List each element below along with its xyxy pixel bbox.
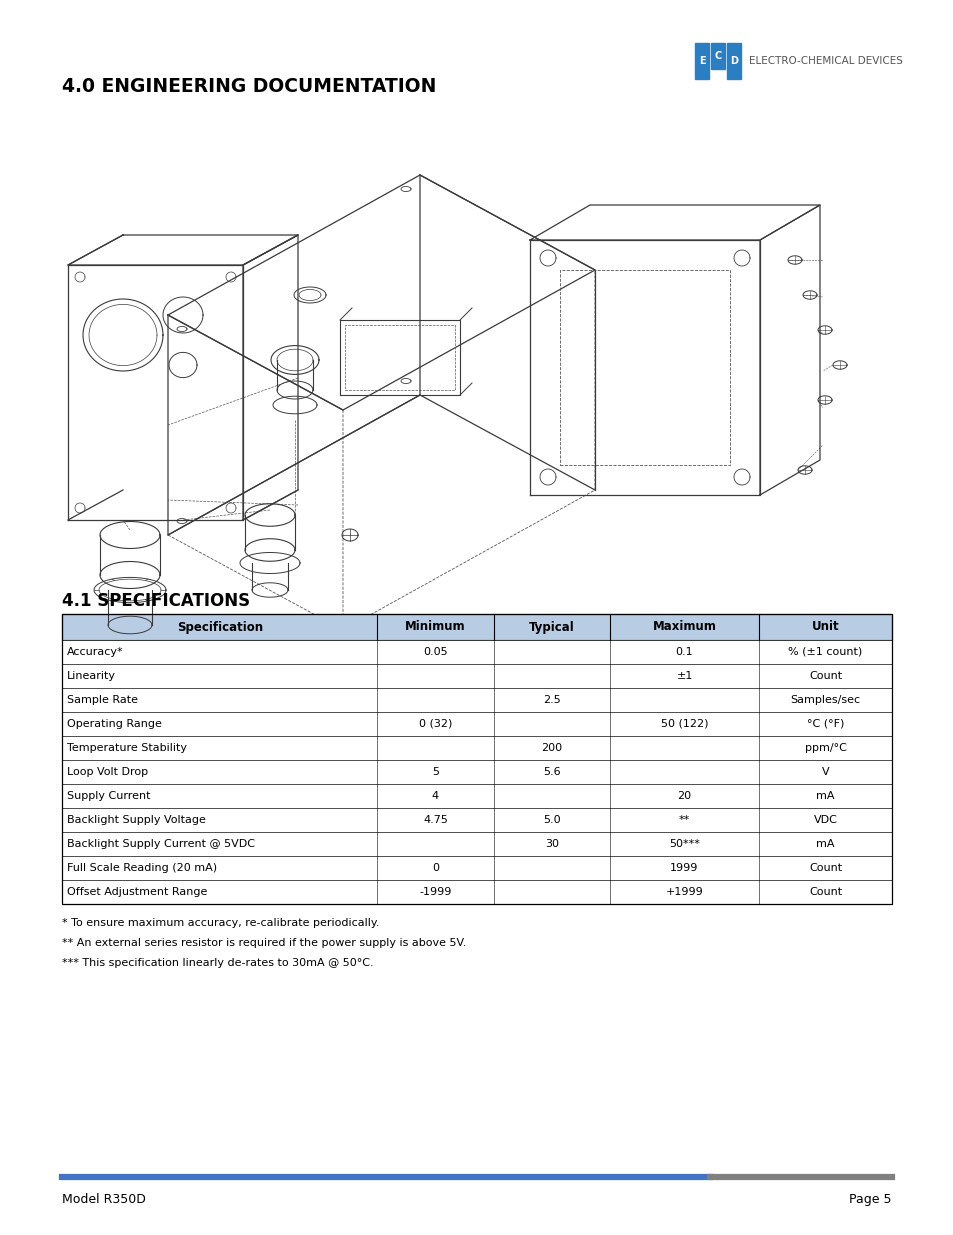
- Text: 0.1: 0.1: [675, 647, 693, 657]
- Bar: [62, 713, 891, 736]
- Bar: [695, 43, 708, 79]
- Text: Specification: Specification: [176, 620, 262, 634]
- Bar: [62, 736, 891, 760]
- Bar: [62, 760, 891, 784]
- Text: *** This specification linearly de-rates to 30mA @ 50°C.: *** This specification linearly de-rates…: [62, 958, 374, 968]
- Text: Full Scale Reading (20 mA): Full Scale Reading (20 mA): [67, 863, 217, 873]
- Text: **: **: [679, 815, 689, 825]
- Text: ppm/°C: ppm/°C: [803, 743, 845, 753]
- Text: Operating Range: Operating Range: [67, 719, 162, 729]
- Text: -1999: -1999: [419, 887, 451, 897]
- Text: 1999: 1999: [670, 863, 698, 873]
- Text: 0: 0: [432, 863, 438, 873]
- Text: °C (°F): °C (°F): [806, 719, 843, 729]
- Text: ** An external series resistor is required if the power supply is above 5V.: ** An external series resistor is requir…: [62, 939, 466, 948]
- Text: Samples/sec: Samples/sec: [790, 695, 860, 705]
- Text: D: D: [729, 56, 738, 65]
- Bar: [62, 614, 891, 904]
- Bar: [62, 808, 891, 832]
- Text: Minimum: Minimum: [405, 620, 465, 634]
- Bar: [726, 43, 740, 79]
- Text: Linearity: Linearity: [67, 671, 116, 680]
- Text: Offset Adjustment Range: Offset Adjustment Range: [67, 887, 207, 897]
- Text: ±1: ±1: [676, 671, 692, 680]
- Text: 50 (122): 50 (122): [660, 719, 707, 729]
- Text: 0 (32): 0 (32): [418, 719, 452, 729]
- Text: Count: Count: [808, 863, 841, 873]
- Text: 5.0: 5.0: [542, 815, 560, 825]
- Text: * To ensure maximum accuracy, re-calibrate periodically.: * To ensure maximum accuracy, re-calibra…: [62, 918, 379, 927]
- Text: Supply Current: Supply Current: [67, 790, 151, 802]
- Text: Loop Volt Drop: Loop Volt Drop: [67, 767, 148, 777]
- Text: mA: mA: [816, 790, 834, 802]
- Text: Accuracy*: Accuracy*: [67, 647, 124, 657]
- Text: Sample Rate: Sample Rate: [67, 695, 138, 705]
- Text: Count: Count: [808, 887, 841, 897]
- Bar: [62, 784, 891, 808]
- Text: Unit: Unit: [811, 620, 839, 634]
- Bar: [710, 43, 724, 69]
- Text: Temperature Stability: Temperature Stability: [67, 743, 187, 753]
- Text: 200: 200: [540, 743, 561, 753]
- Text: 30: 30: [544, 839, 558, 848]
- Bar: [62, 881, 891, 904]
- Bar: [62, 614, 891, 640]
- Text: 4.0 ENGINEERING DOCUMENTATION: 4.0 ENGINEERING DOCUMENTATION: [62, 78, 436, 96]
- Text: C: C: [714, 51, 720, 61]
- Text: Backlight Supply Voltage: Backlight Supply Voltage: [67, 815, 206, 825]
- Text: mA: mA: [816, 839, 834, 848]
- Bar: [62, 664, 891, 688]
- Text: Model R350D: Model R350D: [62, 1193, 146, 1207]
- Text: Count: Count: [808, 671, 841, 680]
- Text: ELECTRO-CHEMICAL DEVICES: ELECTRO-CHEMICAL DEVICES: [748, 56, 902, 65]
- Text: 50***: 50***: [668, 839, 700, 848]
- Text: % (±1 count): % (±1 count): [787, 647, 862, 657]
- Text: +1999: +1999: [665, 887, 702, 897]
- Bar: [62, 832, 891, 856]
- Text: 2.5: 2.5: [542, 695, 560, 705]
- Text: Backlight Supply Current @ 5VDC: Backlight Supply Current @ 5VDC: [67, 839, 254, 848]
- Text: V: V: [821, 767, 828, 777]
- Text: Maximum: Maximum: [652, 620, 716, 634]
- Text: 4.1 SPECIFICATIONS: 4.1 SPECIFICATIONS: [62, 592, 250, 610]
- Text: 0.05: 0.05: [423, 647, 447, 657]
- Text: VDC: VDC: [813, 815, 837, 825]
- Text: 4: 4: [432, 790, 438, 802]
- Text: E: E: [698, 56, 704, 65]
- Text: 4.75: 4.75: [422, 815, 448, 825]
- Bar: [62, 640, 891, 664]
- Bar: [62, 688, 891, 713]
- Text: 5: 5: [432, 767, 438, 777]
- Text: 20: 20: [677, 790, 691, 802]
- Text: Typical: Typical: [528, 620, 574, 634]
- Text: Page 5: Page 5: [848, 1193, 891, 1207]
- Bar: [62, 856, 891, 881]
- Text: 5.6: 5.6: [542, 767, 560, 777]
